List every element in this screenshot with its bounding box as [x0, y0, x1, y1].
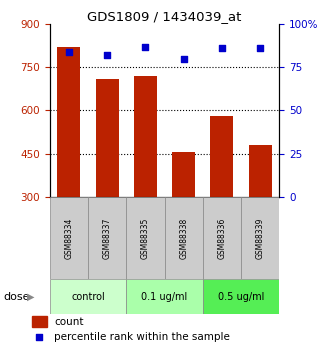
Bar: [57, 47, 80, 197]
Bar: [249, 145, 272, 197]
Bar: [164, 197, 203, 279]
Bar: [172, 152, 195, 197]
Text: percentile rank within the sample: percentile rank within the sample: [54, 332, 230, 342]
Point: [219, 46, 224, 51]
Bar: [203, 197, 241, 279]
Text: GSM88338: GSM88338: [179, 217, 188, 259]
Point: [257, 46, 263, 51]
Bar: [50, 197, 88, 279]
Text: 0.5 ug/ml: 0.5 ug/ml: [218, 292, 264, 302]
Bar: [126, 197, 164, 279]
Text: GSM88334: GSM88334: [65, 217, 74, 259]
Bar: [211, 116, 233, 197]
Bar: [50, 279, 126, 314]
Text: 0.1 ug/ml: 0.1 ug/ml: [141, 292, 188, 302]
Point: [181, 56, 186, 61]
Text: count: count: [54, 317, 83, 327]
Point: [36, 334, 41, 339]
Title: GDS1809 / 1434039_at: GDS1809 / 1434039_at: [87, 10, 242, 23]
Point: [143, 44, 148, 49]
Bar: [126, 279, 203, 314]
Text: control: control: [71, 292, 105, 302]
Point: [66, 49, 72, 55]
Text: GSM88337: GSM88337: [103, 217, 112, 259]
Text: GSM88339: GSM88339: [256, 217, 265, 259]
Bar: [134, 76, 157, 197]
Bar: [241, 197, 279, 279]
Text: ▶: ▶: [27, 292, 35, 302]
Bar: [88, 197, 126, 279]
Text: dose: dose: [3, 292, 30, 302]
Bar: [96, 79, 118, 197]
Text: GSM88335: GSM88335: [141, 217, 150, 259]
Bar: [203, 279, 279, 314]
Point: [105, 52, 110, 58]
Text: GSM88336: GSM88336: [217, 217, 226, 259]
Bar: [32, 316, 47, 327]
